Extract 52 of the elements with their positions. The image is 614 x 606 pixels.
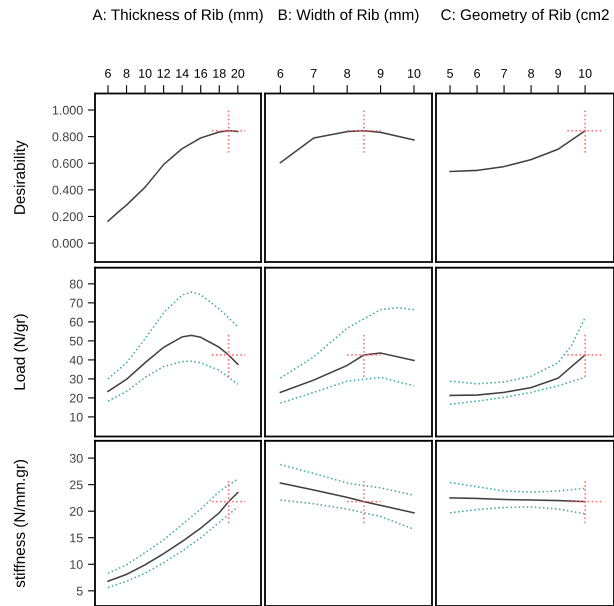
- y-tick-label: 20: [70, 394, 83, 403]
- y-tick-label: 0.200: [52, 212, 83, 222]
- x-tick-label: 8: [124, 68, 130, 78]
- y-tick-label: 60: [70, 318, 83, 327]
- x-axis-title: A: Thickness of Rib (mm): [92, 8, 263, 24]
- y-tick-label: 25: [70, 480, 83, 490]
- y-tick-label: 30: [70, 454, 83, 463]
- x-tick-label: 7: [501, 69, 507, 78]
- line-series: [107, 334, 239, 392]
- x-tick-label: 6: [105, 68, 111, 78]
- y-axis-title: stiffness (N/mm.gr): [14, 460, 28, 588]
- line-series: [107, 360, 239, 402]
- y-tick-label: 80: [70, 280, 83, 289]
- x-tick-label: 14: [176, 69, 189, 78]
- x-tick-label: 5: [447, 69, 453, 78]
- y-tick-label: 30: [70, 374, 83, 384]
- x-tick-label: 8: [528, 68, 534, 78]
- y-tick-label: 20: [70, 506, 83, 516]
- x-tick-label: 10: [139, 68, 152, 78]
- x-tick-label: 10: [408, 68, 420, 78]
- x-tick-label: 18: [213, 68, 226, 78]
- x-tick-label: 8: [344, 68, 350, 78]
- x-tick-label: 6: [474, 68, 480, 78]
- y-tick-label: 5: [76, 586, 83, 596]
- line-series: [107, 478, 239, 574]
- line-series: [107, 291, 239, 380]
- y-tick-label: 10: [70, 412, 83, 422]
- y-tick-label: 10: [70, 560, 83, 569]
- line-series: [107, 492, 239, 582]
- line-series: [107, 130, 239, 222]
- y-tick-label: 40: [70, 356, 83, 365]
- x-tick-label: 20: [231, 68, 244, 78]
- x-tick-label: 7: [310, 69, 317, 78]
- y-axis-title: Load (N/gr): [14, 314, 28, 390]
- y-tick-label: 0.800: [52, 132, 83, 142]
- x-tick-label: 6: [278, 68, 284, 78]
- y-tick-label: 0.000: [52, 238, 83, 248]
- y-axis-title: Desirability: [14, 140, 28, 214]
- x-axis-title: C: Geometry of Rib (cm2: [441, 8, 609, 24]
- x-axis-title: B: Width of Rib (mm): [278, 8, 418, 24]
- y-tick-label: 50: [70, 336, 83, 346]
- x-tick-label: 9: [378, 68, 384, 78]
- y-tick-label: 0.400: [52, 186, 83, 195]
- y-tick-label: 0.600: [52, 159, 83, 168]
- x-tick-label: 10: [579, 68, 592, 78]
- x-tick-label: 12: [158, 68, 170, 78]
- y-tick-label: 15: [70, 534, 83, 542]
- x-tick-label: 9: [555, 68, 561, 78]
- y-tick-label: 70: [70, 298, 83, 308]
- y-tick-label: 1.000: [52, 106, 83, 115]
- x-tick-label: 16: [194, 68, 208, 78]
- line-series: [107, 506, 239, 588]
